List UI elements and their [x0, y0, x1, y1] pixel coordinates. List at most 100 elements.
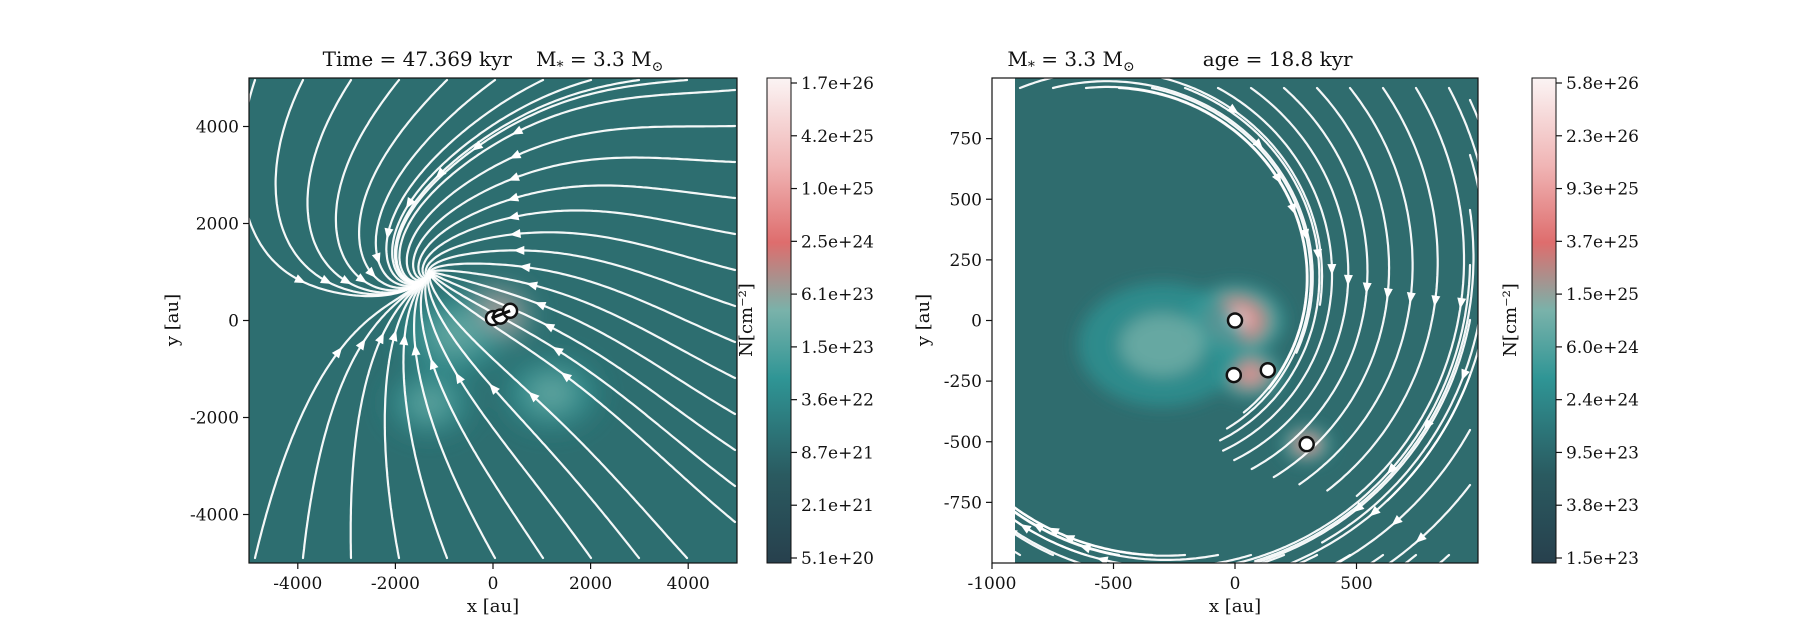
left-streamline-arrow [509, 149, 522, 159]
left-streamline-arrow [518, 263, 531, 273]
left-streamline-arrow [534, 301, 547, 311]
left-streamline-arrow [552, 346, 564, 357]
left-x-axis-label: x [au] [467, 596, 519, 617]
left-density-blob [529, 376, 575, 410]
left-title-sun-subscript: ⊙ [652, 59, 664, 75]
left-y-axis-ticks: 4000 2000 0 -2000 -4000 [190, 118, 249, 526]
right-chart-title: M* = 3.3 M⊙ age = 18.8 kyr [1007, 47, 1353, 75]
right-colorbar-tick-label: 1.5e+23 [1566, 549, 1639, 569]
right-colorbar-tick-label: 2.3e+26 [1566, 127, 1639, 147]
left-streamline-arrow [507, 192, 520, 202]
left-streamline-arrow [508, 172, 520, 181]
left-streamline-arrow [411, 344, 421, 356]
right-streamline-arrow [1483, 299, 1494, 311]
left-colorbar [766, 77, 792, 564]
right-streamline-arrow [1369, 505, 1381, 517]
left-x-tick-label: 2000 [569, 574, 612, 594]
right-colorbar-label: N[cm⁻²] [1500, 283, 1521, 357]
left-streamline-arrow [526, 281, 538, 291]
right-colorbar-tick-label: 2.4e+24 [1566, 391, 1639, 411]
right-streamline-arrow [1386, 462, 1398, 475]
left-y-axis-label: y [au] [162, 294, 183, 347]
left-streamline-arrow [293, 274, 306, 284]
right-streamline-arrow [1343, 274, 1353, 286]
right-colorbar-tick-label: 9.5e+23 [1566, 443, 1639, 463]
left-sink-connection [490, 309, 511, 320]
right-streamline [1438, 553, 1451, 563]
left-x-tick-label: -4000 [273, 574, 322, 594]
right-streamline-arrow [1391, 515, 1403, 526]
right-streamline [992, 513, 1286, 563]
right-y-tick-label: -500 [944, 433, 982, 453]
right-colorbar-tick-label: 5.8e+26 [1566, 74, 1639, 94]
left-streamline-arrow [489, 383, 500, 395]
right-streamline-arrow [1427, 562, 1439, 563]
right-streamline-arrow [1383, 287, 1393, 300]
right-streamline-arrow [1272, 566, 1285, 578]
left-panel: -4000 -2000 0 2000 4000 400020000-2000-4000 … [162, 47, 874, 617]
left-streamline-arrow [331, 346, 343, 359]
right-x-tick-label: -500 [1094, 574, 1132, 594]
left-streamline-arrow [320, 274, 332, 284]
right-colorbar-tick-label: 1.5e+25 [1566, 285, 1639, 305]
right-x-axis-label: x [au] [1209, 596, 1261, 617]
left-streamline-arrow [375, 332, 384, 345]
right-streamline-arrow [1300, 228, 1310, 241]
right-streamline-arrow [1287, 202, 1296, 215]
right-y-tick-label: -250 [944, 372, 982, 392]
right-title-age: age = 18.8 kyr [1203, 47, 1353, 71]
right-sink-particle [1259, 361, 1277, 379]
left-colorbar-tick-label: 1.0e+25 [801, 180, 874, 200]
right-y-tick-label: -750 [944, 493, 982, 513]
right-title-sun-subscript: ⊙ [1123, 59, 1135, 75]
left-streamline-arrow [543, 323, 556, 333]
right-x-tick-label: 500 [1340, 574, 1372, 594]
right-sink-particle [1298, 435, 1315, 453]
right-y-tick-label: 500 [950, 190, 982, 210]
left-streamline-arrow [455, 372, 465, 385]
right-colorbar [1531, 77, 1557, 564]
left-x-axis-ticks: -4000 -2000 0 2000 4000 [273, 563, 710, 594]
right-blank-strip [992, 78, 1015, 563]
right-x-tick-label: -1000 [967, 574, 1016, 594]
left-colorbar-tick-label: 8.7e+21 [801, 443, 874, 463]
right-streamline-arrow [1481, 136, 1493, 149]
right-panel: -1000 -500 0 500 750 500 250 0 -250 -500 -750 x [… [913, 47, 1639, 617]
left-streamline-arrow [471, 140, 484, 151]
left-x-tick-label: -2000 [371, 574, 420, 594]
left-title-mass: = 3.3 M [563, 47, 651, 71]
right-streamline-arrow [1431, 295, 1441, 307]
left-streamline-arrow [388, 329, 398, 342]
right-streamline [1403, 553, 1418, 563]
right-colorbar-tick-label: 9.3e+25 [1566, 180, 1639, 200]
right-streamline-arrow [1096, 556, 1109, 563]
right-sink-particle [1225, 366, 1243, 384]
left-streamline-arrow [560, 372, 573, 383]
right-streamline-arrow [1063, 535, 1076, 544]
left-colorbar-tick-label: 5.1e+20 [801, 549, 874, 569]
right-streamline-arrow [1362, 282, 1372, 294]
left-x-tick-label: 4000 [667, 574, 710, 594]
right-y-tick-label: 0 [971, 312, 982, 332]
left-title-time: Time = 47.369 kyr [323, 47, 513, 71]
left-streamline-arrow [429, 358, 439, 370]
left-streamline-arrow [371, 252, 381, 265]
left-streamline-arrow [340, 275, 352, 285]
left-density-blob [409, 388, 450, 418]
right-density-blob [1241, 367, 1258, 381]
left-colorbar-tick-label: 6.1e+23 [801, 285, 874, 305]
left-y-tick-label: 2000 [196, 215, 239, 235]
right-y-axis-label: y [au] [913, 294, 934, 347]
left-streamline-arrow [507, 211, 520, 221]
left-title-m: M [536, 47, 556, 71]
left-streamline-arrow [355, 273, 368, 284]
left-colorbar-tick-label: 4.2e+25 [801, 127, 874, 147]
right-streamlines [992, 78, 1494, 578]
left-streamline-arrow [435, 167, 447, 179]
left-colorbar-tick-label: 1.5e+23 [801, 338, 874, 358]
left-streamlines [249, 78, 737, 560]
right-title-star-subscript: * [1028, 59, 1035, 75]
left-y-tick-label: -4000 [190, 506, 239, 526]
left-colorbar-tick-label: 3.6e+22 [801, 391, 874, 411]
right-streamline-arrow [1415, 532, 1427, 543]
